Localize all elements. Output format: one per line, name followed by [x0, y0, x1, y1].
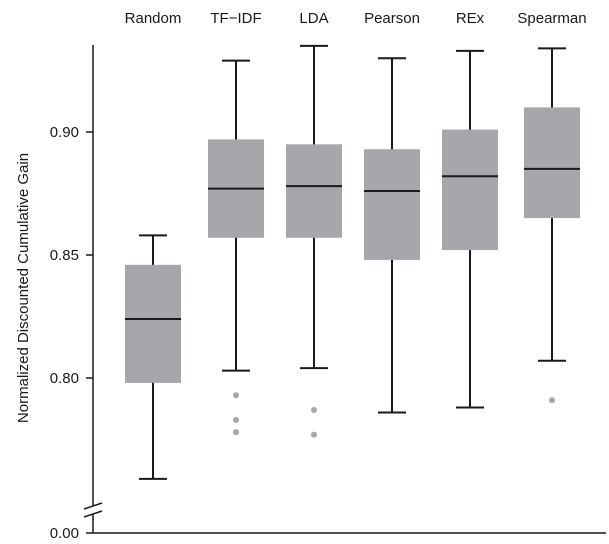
box-series	[125, 44, 580, 480]
box-6	[524, 47, 580, 404]
outlier-point	[233, 392, 239, 399]
iqr-box	[125, 264, 181, 383]
iqr-box	[286, 144, 342, 238]
axis-break-mark	[83, 502, 103, 510]
y-tick-label-origin: 0.00	[50, 525, 79, 542]
category-label: LDA	[299, 10, 328, 27]
outlier-point	[549, 397, 555, 404]
box-1	[125, 234, 181, 480]
y-tick-label: 0.85	[50, 247, 79, 264]
box-3	[286, 44, 342, 438]
box-2	[208, 59, 264, 436]
y-axis-title: Normalized Discounted Cumulative Gain	[15, 153, 32, 423]
outlier-point	[233, 429, 239, 436]
category-label: REx	[456, 10, 485, 27]
y-tick-label: 0.80	[50, 370, 79, 387]
outlier-point	[233, 416, 239, 423]
category-label: Pearson	[364, 10, 420, 27]
y-tick-label: 0.90	[50, 124, 79, 141]
outlier-point	[311, 431, 317, 438]
axis-break-mark	[83, 510, 103, 518]
iqr-box	[524, 107, 580, 219]
box-4	[364, 57, 420, 414]
box-5	[442, 49, 498, 409]
iqr-box	[442, 129, 498, 251]
category-label: Spearman	[517, 10, 586, 27]
outlier-point	[311, 406, 317, 413]
iqr-box	[364, 149, 420, 260]
axes: 0.80 0.85 0.90 0.00 Random TF−IDF LDA Pearson RE…	[50, 10, 606, 542]
category-label: Random	[125, 10, 182, 27]
category-label: TF−IDF	[210, 10, 261, 27]
